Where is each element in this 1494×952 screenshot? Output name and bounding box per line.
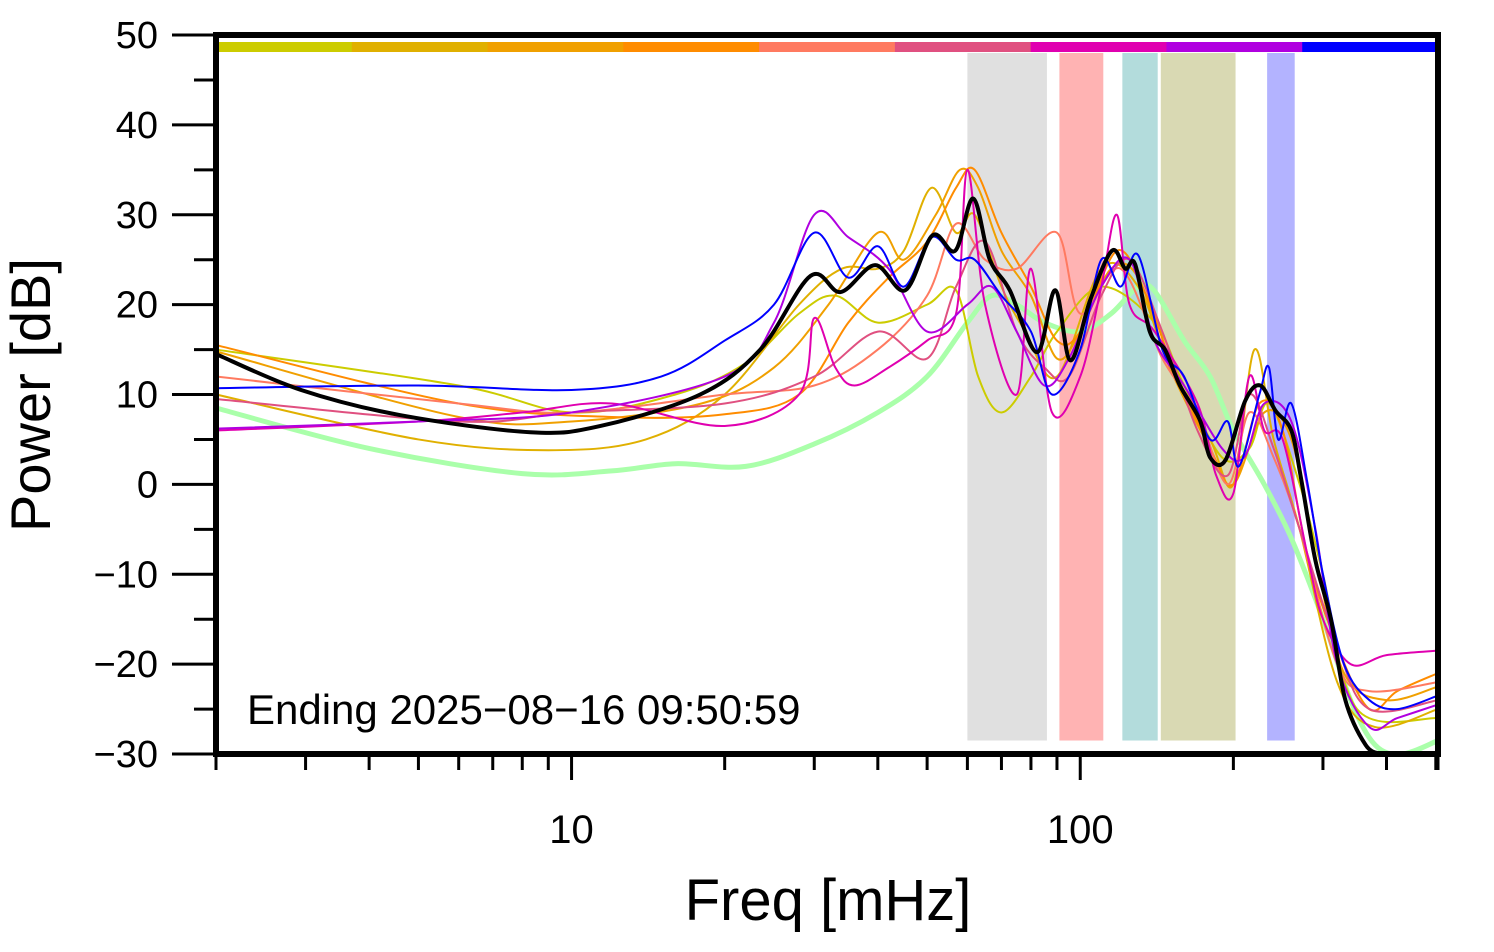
plot-frame (213, 32, 1441, 757)
color-bar-segment (487, 42, 624, 52)
color-bar-segment (894, 42, 1032, 52)
x-axis-label: Freq [mHz] (685, 868, 972, 933)
y-tick-label: −20 (94, 644, 158, 686)
color-bar-segment (623, 42, 760, 52)
color-bar-segment (759, 42, 896, 52)
annotation: Ending 2025−08−16 09:50:59 (247, 686, 801, 733)
y-tick-label: 10 (116, 375, 158, 417)
frequency-bands (967, 52, 1295, 741)
color-bar-segment (1030, 42, 1167, 52)
series-lines (215, 166, 1439, 757)
frequency-band (967, 52, 1047, 741)
color-bar-segment (351, 42, 489, 52)
y-tick-label: −30 (94, 734, 158, 776)
y-tick-label: 20 (116, 285, 158, 327)
y-tick-label: 0 (137, 464, 158, 506)
frequency-band (1122, 52, 1158, 741)
frequency-band (1160, 52, 1236, 741)
frequency-band (1267, 52, 1295, 741)
series-line (215, 281, 1439, 757)
color-bar-segment (1302, 42, 1439, 52)
series-line (215, 285, 1439, 724)
x-tick-label: 100 (1047, 808, 1114, 852)
color-bar-segment (216, 42, 353, 52)
y-tick-label: 30 (116, 195, 158, 237)
series-line (215, 239, 1439, 713)
series-line (215, 196, 1382, 756)
y-tick-label: 50 (116, 15, 158, 57)
y-tick-label: −10 (94, 554, 158, 596)
series-line (215, 168, 1439, 667)
series-line (215, 186, 1439, 729)
y-tick-label: 40 (116, 105, 158, 147)
frequency-band (1059, 52, 1104, 741)
series-line (215, 222, 1439, 693)
x-tick-label: 10 (549, 808, 594, 852)
top-color-bar (216, 42, 1439, 52)
series-line (215, 167, 1439, 702)
color-bar-segment (1166, 42, 1303, 52)
y-axis-label: Power [dB] (0, 258, 62, 532)
